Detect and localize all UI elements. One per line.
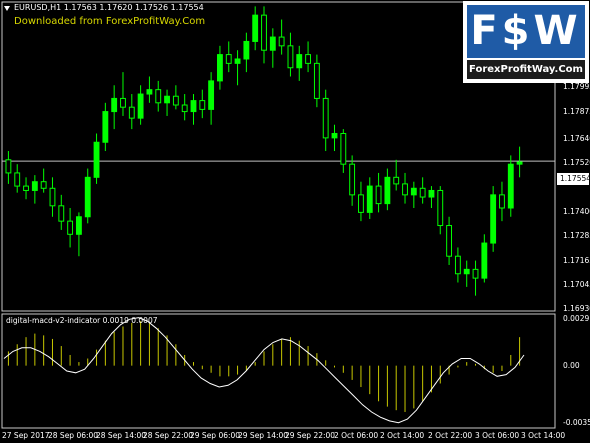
candle-body xyxy=(446,225,453,257)
candle-body xyxy=(331,132,338,139)
price-tick: 1.17520 xyxy=(563,158,590,167)
time-tick: 29 Sep 14:00 xyxy=(238,431,289,440)
time-tick: 29 Sep 22:00 xyxy=(285,431,336,440)
candle-body xyxy=(419,187,426,198)
candle-body xyxy=(111,97,118,113)
candle-body xyxy=(40,181,47,189)
price-tick: 1.17285 xyxy=(563,231,590,240)
candle-body xyxy=(181,104,188,113)
chart-frame xyxy=(1,1,556,429)
candle-body xyxy=(463,268,470,275)
candle-body xyxy=(340,132,347,165)
candle-body xyxy=(120,97,126,108)
candle-body xyxy=(31,181,38,191)
candle-body xyxy=(172,95,179,106)
time-tick: 29 Sep 06:00 xyxy=(190,431,241,440)
price-tick: 1.16930 xyxy=(563,304,590,313)
price-tick: 1.17995 xyxy=(563,82,590,91)
price-tick: 1.17875 xyxy=(563,107,590,116)
candle-body xyxy=(454,255,461,275)
candle-body xyxy=(358,194,364,213)
candle-body xyxy=(472,268,479,279)
price-tick: 1.17400 xyxy=(563,207,590,216)
candle-body xyxy=(190,100,197,113)
candle-body xyxy=(322,97,329,139)
candle-body xyxy=(58,205,65,222)
candle-body xyxy=(137,93,144,119)
indicator-level-zero: 0.00 xyxy=(563,361,580,370)
candle-body xyxy=(146,89,153,95)
dropdown-triangle-icon[interactable] xyxy=(4,6,10,11)
candle-body xyxy=(84,176,91,218)
candle-body xyxy=(102,111,109,143)
candle-body xyxy=(490,194,497,244)
candle-body xyxy=(313,62,320,99)
candle-body xyxy=(287,45,294,69)
candle-body xyxy=(217,54,223,82)
candle-body xyxy=(128,106,135,119)
indicator-level-top: 0.0029 xyxy=(563,314,590,323)
time-tick: 2 Oct 22:00 xyxy=(428,431,473,440)
candle-body xyxy=(410,187,417,196)
candle-body xyxy=(164,95,170,104)
logo-site: ForexProfitWay.Com xyxy=(467,60,585,79)
candle-body xyxy=(402,183,408,196)
candle-body xyxy=(14,172,21,187)
indicator-histogram xyxy=(7,321,521,412)
current-price-label: 1.17554 xyxy=(557,173,590,185)
candle-body xyxy=(252,14,259,42)
candle-body xyxy=(428,189,435,198)
candle-body xyxy=(208,80,215,110)
candle-body xyxy=(516,161,523,165)
price-tick: 1.17165 xyxy=(563,256,590,265)
indicator-title: digital-macd-v2-indicator 0.0019 0.0007 xyxy=(6,316,158,325)
candle-body xyxy=(507,163,514,209)
indicator-signal-line xyxy=(3,317,525,424)
candle-body xyxy=(93,141,100,178)
price-tick: 1.17640 xyxy=(563,134,590,143)
candle-body xyxy=(234,58,241,64)
candle-body xyxy=(225,54,232,64)
candle-body xyxy=(155,89,162,104)
candle-body xyxy=(261,14,267,51)
logo-letters: F$W xyxy=(467,5,585,58)
candle-body xyxy=(499,194,505,209)
indicator-pane-border xyxy=(1,313,556,429)
candle-body xyxy=(23,185,29,191)
candle-body xyxy=(366,185,373,213)
time-tick: 2 Oct 14:00 xyxy=(380,431,425,440)
symbol-line: EURUSD,H1 1.17563 1.17620 1.17526 1.1755… xyxy=(14,3,204,12)
candle-body xyxy=(384,176,391,205)
candle-body xyxy=(5,159,12,174)
candle-body xyxy=(199,100,206,110)
candle-body xyxy=(278,36,285,47)
price-pane-border xyxy=(1,1,556,312)
time-tick: 28 Sep 14:00 xyxy=(96,431,147,440)
time-tick: 3 Oct 14:00 xyxy=(521,431,566,440)
candle-body xyxy=(349,163,356,196)
candle-body xyxy=(305,54,311,64)
time-tick: 28 Sep 22:00 xyxy=(143,431,194,440)
time-tick: 28 Sep 06:00 xyxy=(48,431,99,440)
time-tick: 27 Sep 2017 xyxy=(2,431,50,440)
time-tick: 3 Oct 06:00 xyxy=(475,431,520,440)
candle-body xyxy=(296,54,303,69)
time-tick: 2 Oct 06:00 xyxy=(334,431,379,440)
candle-body xyxy=(481,242,488,279)
candle-body xyxy=(437,189,444,227)
candle-body xyxy=(75,216,82,235)
price-tick: 1.17045 xyxy=(563,280,590,289)
forexprofitway-logo: F$W ForexProfitWay.Com xyxy=(463,1,589,83)
candles xyxy=(5,6,523,296)
candle-body xyxy=(243,40,250,60)
candle-body xyxy=(393,176,400,185)
download-watermark: Downloaded from ForexProfitWay.Com xyxy=(14,16,206,27)
candle-body xyxy=(375,185,382,205)
candle-body xyxy=(49,187,56,207)
candle-body xyxy=(269,36,276,51)
candle-body xyxy=(67,220,74,235)
indicator-level-bottom: -0.0035 xyxy=(563,418,590,427)
